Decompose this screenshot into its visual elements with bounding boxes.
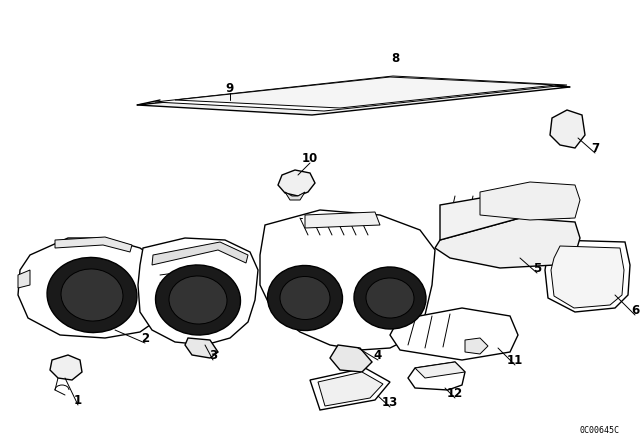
Polygon shape — [330, 345, 372, 372]
Polygon shape — [440, 192, 570, 240]
Text: 12: 12 — [447, 387, 463, 400]
Polygon shape — [480, 182, 580, 220]
Text: 13: 13 — [382, 396, 398, 409]
Polygon shape — [550, 110, 585, 148]
Text: 6: 6 — [631, 303, 639, 316]
Polygon shape — [185, 338, 218, 358]
Polygon shape — [318, 372, 383, 406]
Polygon shape — [285, 192, 305, 200]
Polygon shape — [18, 238, 168, 338]
Text: 0C00645C: 0C00645C — [580, 426, 620, 435]
Polygon shape — [390, 308, 518, 360]
Text: 3: 3 — [209, 349, 217, 362]
Polygon shape — [435, 218, 580, 268]
Polygon shape — [551, 246, 624, 308]
Polygon shape — [415, 362, 465, 378]
Polygon shape — [137, 78, 570, 115]
Polygon shape — [278, 170, 315, 196]
Text: 8: 8 — [391, 52, 399, 65]
Text: 7: 7 — [591, 142, 599, 155]
Polygon shape — [18, 270, 30, 288]
Polygon shape — [310, 368, 390, 410]
Polygon shape — [155, 76, 567, 111]
Text: 2: 2 — [141, 332, 149, 345]
Ellipse shape — [61, 269, 123, 321]
Text: 9: 9 — [226, 82, 234, 95]
Polygon shape — [175, 77, 556, 108]
Ellipse shape — [47, 258, 137, 332]
Text: 1: 1 — [74, 393, 82, 406]
Polygon shape — [545, 240, 630, 312]
Ellipse shape — [366, 278, 414, 318]
Ellipse shape — [268, 266, 342, 331]
Polygon shape — [260, 210, 435, 350]
Polygon shape — [305, 212, 380, 228]
Polygon shape — [50, 355, 82, 380]
Text: 10: 10 — [302, 151, 318, 164]
Polygon shape — [55, 237, 132, 252]
Ellipse shape — [169, 276, 227, 324]
Text: 5: 5 — [533, 262, 541, 275]
Ellipse shape — [280, 276, 330, 319]
Polygon shape — [138, 238, 258, 345]
Text: 11: 11 — [507, 353, 523, 366]
Text: 4: 4 — [374, 349, 382, 362]
Polygon shape — [465, 338, 488, 354]
Ellipse shape — [156, 265, 241, 335]
Polygon shape — [152, 242, 248, 265]
Ellipse shape — [354, 267, 426, 329]
Polygon shape — [408, 362, 465, 390]
